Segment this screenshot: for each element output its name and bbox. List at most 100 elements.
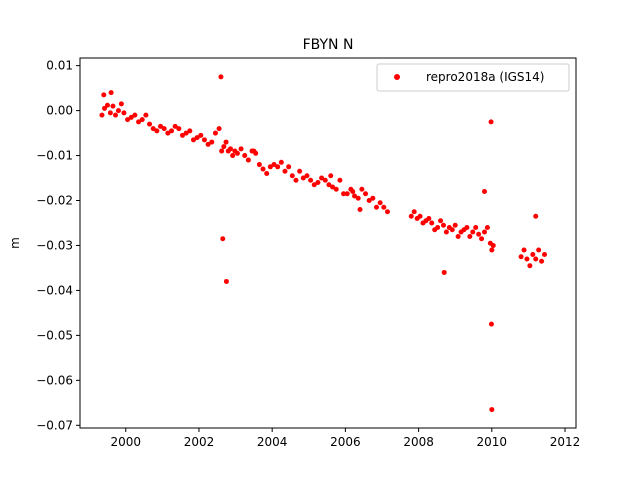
data-point xyxy=(190,137,196,143)
y-tick-label: 0.01 xyxy=(46,59,73,73)
data-point xyxy=(154,128,160,134)
x-tick-label: 2000 xyxy=(110,435,141,449)
data-point xyxy=(267,164,273,170)
data-point xyxy=(216,126,222,132)
x-tick-label: 2008 xyxy=(403,435,434,449)
data-point xyxy=(187,128,193,134)
data-point xyxy=(297,168,303,174)
data-point xyxy=(542,251,548,257)
data-point xyxy=(311,182,317,188)
plot-frame xyxy=(79,57,577,429)
data-point xyxy=(489,407,495,413)
data-point xyxy=(271,162,277,168)
data-point xyxy=(377,200,383,206)
data-point xyxy=(536,247,542,253)
data-points xyxy=(99,74,548,413)
y-tick-label: 0.00 xyxy=(46,104,73,118)
data-point xyxy=(161,126,167,132)
data-point xyxy=(352,193,358,199)
data-point xyxy=(99,112,105,118)
data-point xyxy=(464,224,470,230)
data-point xyxy=(533,213,539,219)
legend: repro2018a (IGS14) xyxy=(376,63,570,92)
data-point xyxy=(350,189,356,195)
data-point xyxy=(521,247,527,253)
data-point xyxy=(429,220,435,226)
x-tick-label: 2006 xyxy=(330,435,361,449)
data-point xyxy=(136,119,142,125)
data-point xyxy=(488,119,494,125)
data-point xyxy=(408,213,414,219)
data-point xyxy=(539,258,545,264)
y-tick-label: −0.04 xyxy=(36,283,73,297)
data-point xyxy=(452,222,458,228)
data-point xyxy=(205,141,211,147)
data-point xyxy=(286,164,292,170)
y-tick-label: −0.07 xyxy=(36,418,73,432)
data-point xyxy=(172,123,178,129)
data-point xyxy=(143,112,149,118)
data-point xyxy=(194,135,200,141)
data-point xyxy=(328,173,334,179)
data-point xyxy=(363,191,369,197)
data-point xyxy=(411,209,417,215)
data-point xyxy=(490,242,496,248)
data-point xyxy=(484,224,490,230)
data-point xyxy=(113,112,119,118)
data-point xyxy=(242,153,248,159)
x-tick-label: 2010 xyxy=(477,435,508,449)
data-point xyxy=(308,177,314,183)
legend-marker xyxy=(394,74,400,80)
data-point xyxy=(357,207,363,213)
data-point xyxy=(449,227,455,233)
data-point xyxy=(289,173,295,179)
data-point xyxy=(476,231,482,237)
data-point xyxy=(435,224,441,230)
x-tick-label: 2004 xyxy=(257,435,288,449)
axis-ticks: 2000 2002 2004 2006 2008 2010 2012 0.01 0.00 −0.0… xyxy=(36,59,580,449)
data-point xyxy=(533,256,539,262)
data-point xyxy=(223,139,229,145)
data-point xyxy=(275,164,281,170)
data-point xyxy=(473,224,479,230)
data-point xyxy=(441,269,447,275)
data-point xyxy=(344,191,350,197)
data-point xyxy=(381,204,387,210)
data-point xyxy=(278,159,284,165)
data-point xyxy=(128,114,134,120)
data-point xyxy=(132,112,138,118)
data-point xyxy=(251,148,257,154)
y-tick-label: −0.02 xyxy=(36,194,73,208)
data-point xyxy=(221,144,227,150)
data-point xyxy=(333,186,339,192)
data-point xyxy=(165,130,171,136)
data-point xyxy=(218,74,224,80)
x-tick-label: 2012 xyxy=(550,435,581,449)
data-point xyxy=(245,157,251,163)
data-point xyxy=(527,263,533,269)
data-point xyxy=(479,236,485,242)
data-point xyxy=(198,132,204,138)
y-tick-label: −0.05 xyxy=(36,328,73,342)
data-point xyxy=(417,213,423,219)
data-point xyxy=(260,166,266,172)
data-point xyxy=(212,130,218,136)
data-point xyxy=(227,146,233,152)
data-point xyxy=(293,177,299,183)
data-point xyxy=(366,198,372,204)
data-point xyxy=(150,126,156,132)
data-point xyxy=(315,180,321,186)
data-point xyxy=(104,102,110,108)
data-point xyxy=(518,254,524,260)
data-point xyxy=(147,121,153,127)
data-point xyxy=(179,132,185,138)
y-axis-label: m xyxy=(8,237,22,249)
data-point xyxy=(125,117,131,123)
data-point xyxy=(488,321,494,327)
data-point xyxy=(467,233,473,239)
data-point xyxy=(374,204,380,210)
data-point xyxy=(530,251,536,257)
data-point xyxy=(238,146,244,152)
data-point xyxy=(176,126,182,132)
data-point xyxy=(326,182,332,188)
